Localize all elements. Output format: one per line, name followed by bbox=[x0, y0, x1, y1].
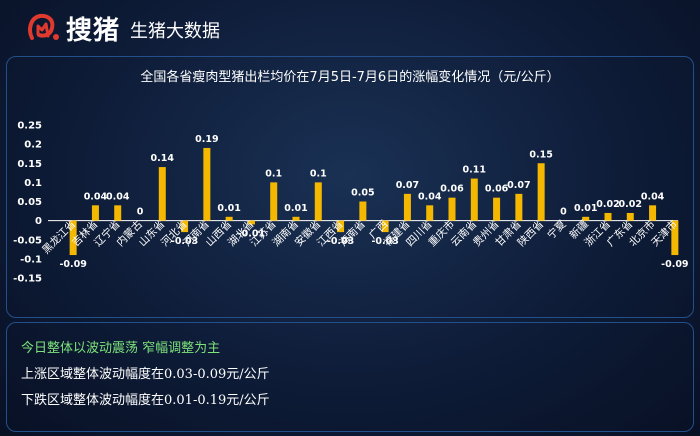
data-label: 0 bbox=[137, 207, 144, 218]
bar bbox=[337, 220, 345, 233]
data-label: 0.1 bbox=[310, 168, 327, 179]
y-tick-label: -0.1 bbox=[20, 254, 42, 265]
logo-icon bbox=[28, 13, 59, 40]
data-label: -0.03 bbox=[371, 236, 398, 247]
bar bbox=[69, 220, 77, 256]
data-label: 0.07 bbox=[396, 180, 419, 191]
header: 搜猪 生猪大数据 bbox=[0, 0, 700, 50]
data-label: 0.04 bbox=[641, 191, 665, 202]
bar bbox=[158, 167, 166, 221]
bar bbox=[448, 197, 456, 221]
bar bbox=[314, 182, 322, 221]
y-tick-label: 0.1 bbox=[24, 178, 42, 189]
bar bbox=[91, 205, 99, 221]
data-label: 0.11 bbox=[463, 165, 486, 176]
data-label: -0.03 bbox=[327, 236, 354, 247]
summary-up-range: 上涨区域整体波动幅度在0.03-0.09元/公斤 bbox=[21, 367, 270, 382]
bar bbox=[381, 220, 389, 233]
y-tick-label: -0.15 bbox=[13, 274, 42, 285]
summary-panel: 今日整体以波动震荡 窄幅调整为主 上涨区域整体波动幅度在0.03-0.09元/公… bbox=[6, 322, 694, 432]
data-label: 0 bbox=[560, 207, 567, 218]
bar bbox=[537, 163, 545, 221]
bar bbox=[359, 201, 367, 221]
y-tick-label: 0.05 bbox=[17, 197, 42, 208]
data-label: 0.07 bbox=[507, 180, 530, 191]
data-label: -0.01 bbox=[238, 228, 265, 239]
data-label: 0.19 bbox=[195, 134, 218, 145]
bar bbox=[292, 216, 300, 221]
data-label: -0.09 bbox=[661, 259, 688, 270]
data-label: 0.01 bbox=[217, 203, 240, 214]
bar bbox=[515, 193, 523, 221]
data-label: 0.01 bbox=[284, 203, 307, 214]
bar bbox=[470, 178, 478, 221]
bar bbox=[225, 216, 233, 221]
bar bbox=[604, 212, 612, 221]
data-label: 0.05 bbox=[351, 188, 374, 199]
chart-title: 全国各省瘦肉型猪出栏均价在7月5日-7月6日的涨幅变化情况（元/公斤） bbox=[140, 70, 560, 85]
data-label: 0.04 bbox=[84, 191, 108, 202]
data-label: 0.06 bbox=[485, 184, 509, 195]
bar bbox=[114, 205, 122, 221]
y-tick-label: -0.05 bbox=[13, 235, 42, 246]
chart-frame bbox=[6, 56, 694, 318]
y-tick-label: 0.15 bbox=[17, 159, 42, 170]
summary-down-range: 下跌区域整体波动幅度在0.01-0.19元/公斤 bbox=[21, 393, 270, 408]
logo-text: 搜猪 bbox=[66, 16, 121, 46]
bar bbox=[203, 147, 211, 221]
data-label: 0.04 bbox=[106, 191, 130, 202]
summary-headline: 今日整体以波动震荡 窄幅调整为主 bbox=[21, 341, 221, 356]
data-label: 0.15 bbox=[529, 149, 552, 160]
data-label: 0.02 bbox=[619, 199, 642, 210]
category-label: 陕西省 bbox=[515, 218, 546, 249]
data-label: -0.03 bbox=[171, 236, 198, 247]
data-label: 0.06 bbox=[440, 184, 464, 195]
y-tick-label: 0.2 bbox=[24, 140, 42, 151]
data-label: 0.14 bbox=[151, 153, 175, 164]
bar bbox=[493, 197, 501, 221]
bar bbox=[247, 220, 255, 225]
bar bbox=[270, 182, 278, 221]
bar bbox=[671, 220, 679, 256]
bar bbox=[626, 212, 634, 221]
bar bbox=[426, 205, 434, 221]
brand-subtitle: 生猪大数据 bbox=[130, 21, 220, 42]
bar bbox=[582, 216, 590, 221]
bar bbox=[649, 205, 657, 221]
y-tick-label: 0.25 bbox=[17, 121, 42, 132]
y-tick-label: 0 bbox=[35, 216, 42, 227]
bar bbox=[181, 220, 189, 233]
bar bbox=[403, 193, 411, 221]
data-label: 0.1 bbox=[265, 168, 282, 179]
data-label: 0.04 bbox=[418, 191, 442, 202]
data-label: 0.02 bbox=[596, 199, 619, 210]
data-label: -0.09 bbox=[59, 259, 86, 270]
data-label: 0.01 bbox=[574, 203, 597, 214]
